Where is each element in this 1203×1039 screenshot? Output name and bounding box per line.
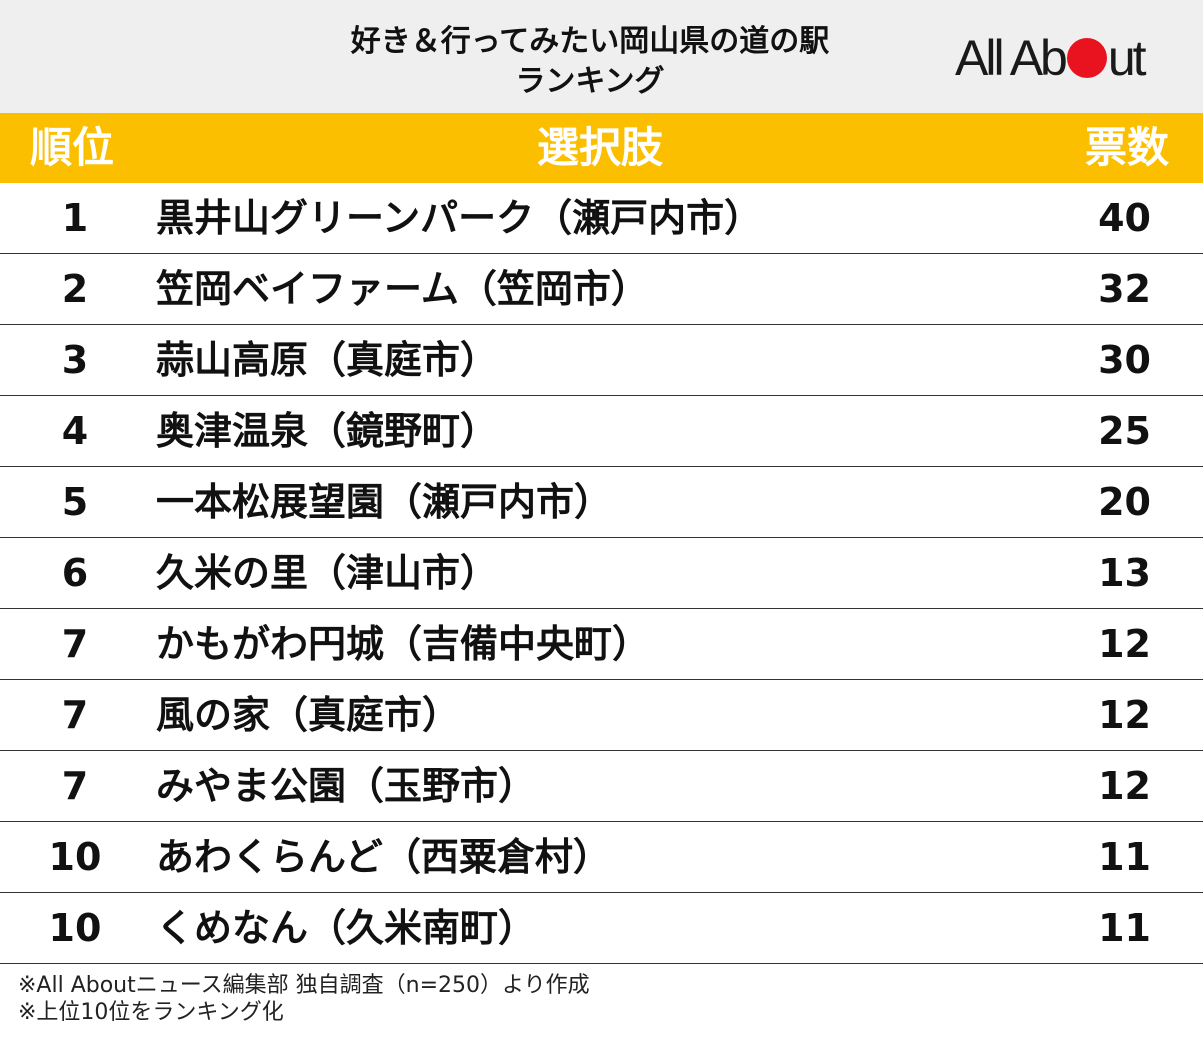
- choice-cell: 久米の里（津山市）: [156, 551, 499, 595]
- chart-title: 好き＆行ってみたい岡山県の道の駅 ランキング: [190, 22, 990, 102]
- rank-cell: 10: [48, 906, 102, 950]
- footnotes: ※All Aboutニュース編集部 独自調査（n=250）より作成 ※上位10位…: [18, 972, 590, 1026]
- ranking-table-body: 1 黒井山グリーンパーク（瀬戸内市） 40 2 笠岡ベイファーム（笠岡市） 32 3 蒜山高原…: [0, 183, 1203, 964]
- title-line-1: 好き＆行ってみたい岡山県の道の駅: [350, 24, 830, 59]
- header-votes: 票数: [1084, 123, 1169, 172]
- table-row: 1 黒井山グリーンパーク（瀬戸内市） 40: [0, 183, 1203, 254]
- header-rank: 順位: [30, 123, 115, 172]
- votes-cell: 12: [1098, 693, 1151, 737]
- table-row: 7 かもがわ円城（吉備中央町） 12: [0, 609, 1203, 680]
- votes-cell: 12: [1098, 622, 1151, 666]
- header-choice: 選択肢: [536, 123, 663, 172]
- table-row: 10 あわくらんど（西粟倉村） 11: [0, 822, 1203, 893]
- choice-cell: 黒井山グリーンパーク（瀬戸内市）: [156, 196, 763, 240]
- rank-cell: 5: [61, 480, 89, 524]
- table-row: 4 奥津温泉（鏡野町） 25: [0, 396, 1203, 467]
- table-row: 6 久米の里（津山市） 13: [0, 538, 1203, 609]
- votes-cell: 40: [1098, 196, 1151, 240]
- footnote-2: ※上位10位をランキング化: [18, 1000, 284, 1025]
- votes-cell: 13: [1098, 551, 1151, 595]
- table-row: 7 風の家（真庭市） 12: [0, 680, 1203, 751]
- choice-cell: 一本松展望園（瀬戸内市）: [156, 480, 613, 524]
- choice-cell: かもがわ円城（吉備中央町）: [156, 622, 651, 666]
- footnote-1: ※All Aboutニュース編集部 独自調査（n=250）より作成: [18, 973, 590, 998]
- votes-cell: 11: [1098, 835, 1151, 879]
- choice-cell: 風の家（真庭市）: [156, 693, 461, 737]
- rank-cell: 10: [48, 835, 102, 879]
- rank-cell: 6: [61, 551, 89, 595]
- rank-cell: 4: [61, 409, 89, 453]
- logo-text-left: All Ab: [955, 30, 1068, 86]
- choice-cell: 蒜山高原（真庭市）: [156, 338, 499, 382]
- votes-cell: 30: [1098, 338, 1151, 382]
- rank-cell: 7: [61, 622, 89, 666]
- table-row: 3 蒜山高原（真庭市） 30: [0, 325, 1203, 396]
- rank-cell: 7: [61, 693, 89, 737]
- table-row: 10 くめなん（久米南町） 11: [0, 893, 1203, 964]
- votes-cell: 11: [1098, 906, 1151, 950]
- choice-cell: 笠岡ベイファーム（笠岡市）: [156, 267, 649, 311]
- table-row: 5 一本松展望園（瀬戸内市） 20: [0, 467, 1203, 538]
- rank-cell: 3: [61, 338, 89, 382]
- votes-cell: 25: [1098, 409, 1151, 453]
- rank-cell: 1: [61, 196, 89, 240]
- votes-cell: 12: [1098, 764, 1151, 808]
- table-row: 7 みやま公園（玉野市） 12: [0, 751, 1203, 822]
- votes-cell: 32: [1098, 267, 1151, 311]
- table-row: 2 笠岡ベイファーム（笠岡市） 32: [0, 254, 1203, 325]
- votes-cell: 20: [1098, 480, 1151, 524]
- choice-cell: みやま公園（玉野市）: [156, 764, 537, 808]
- table-header: 順位 選択肢 票数: [0, 113, 1203, 183]
- choice-cell: 奥津温泉（鏡野町）: [156, 409, 499, 453]
- logo-red-dot: [1066, 38, 1107, 78]
- title-area: 好き＆行ってみたい岡山県の道の駅 ランキング All Ab ut: [0, 0, 1203, 113]
- rank-cell: 2: [61, 267, 89, 311]
- title-line-2: ランキング: [515, 64, 665, 99]
- rank-cell: 7: [61, 764, 89, 808]
- logo-text-right: ut: [1107, 30, 1147, 86]
- choice-cell: くめなん（久米南町）: [156, 906, 537, 950]
- choice-cell: あわくらんど（西粟倉村）: [156, 835, 611, 879]
- all-about-logo: All Ab ut: [955, 28, 1147, 88]
